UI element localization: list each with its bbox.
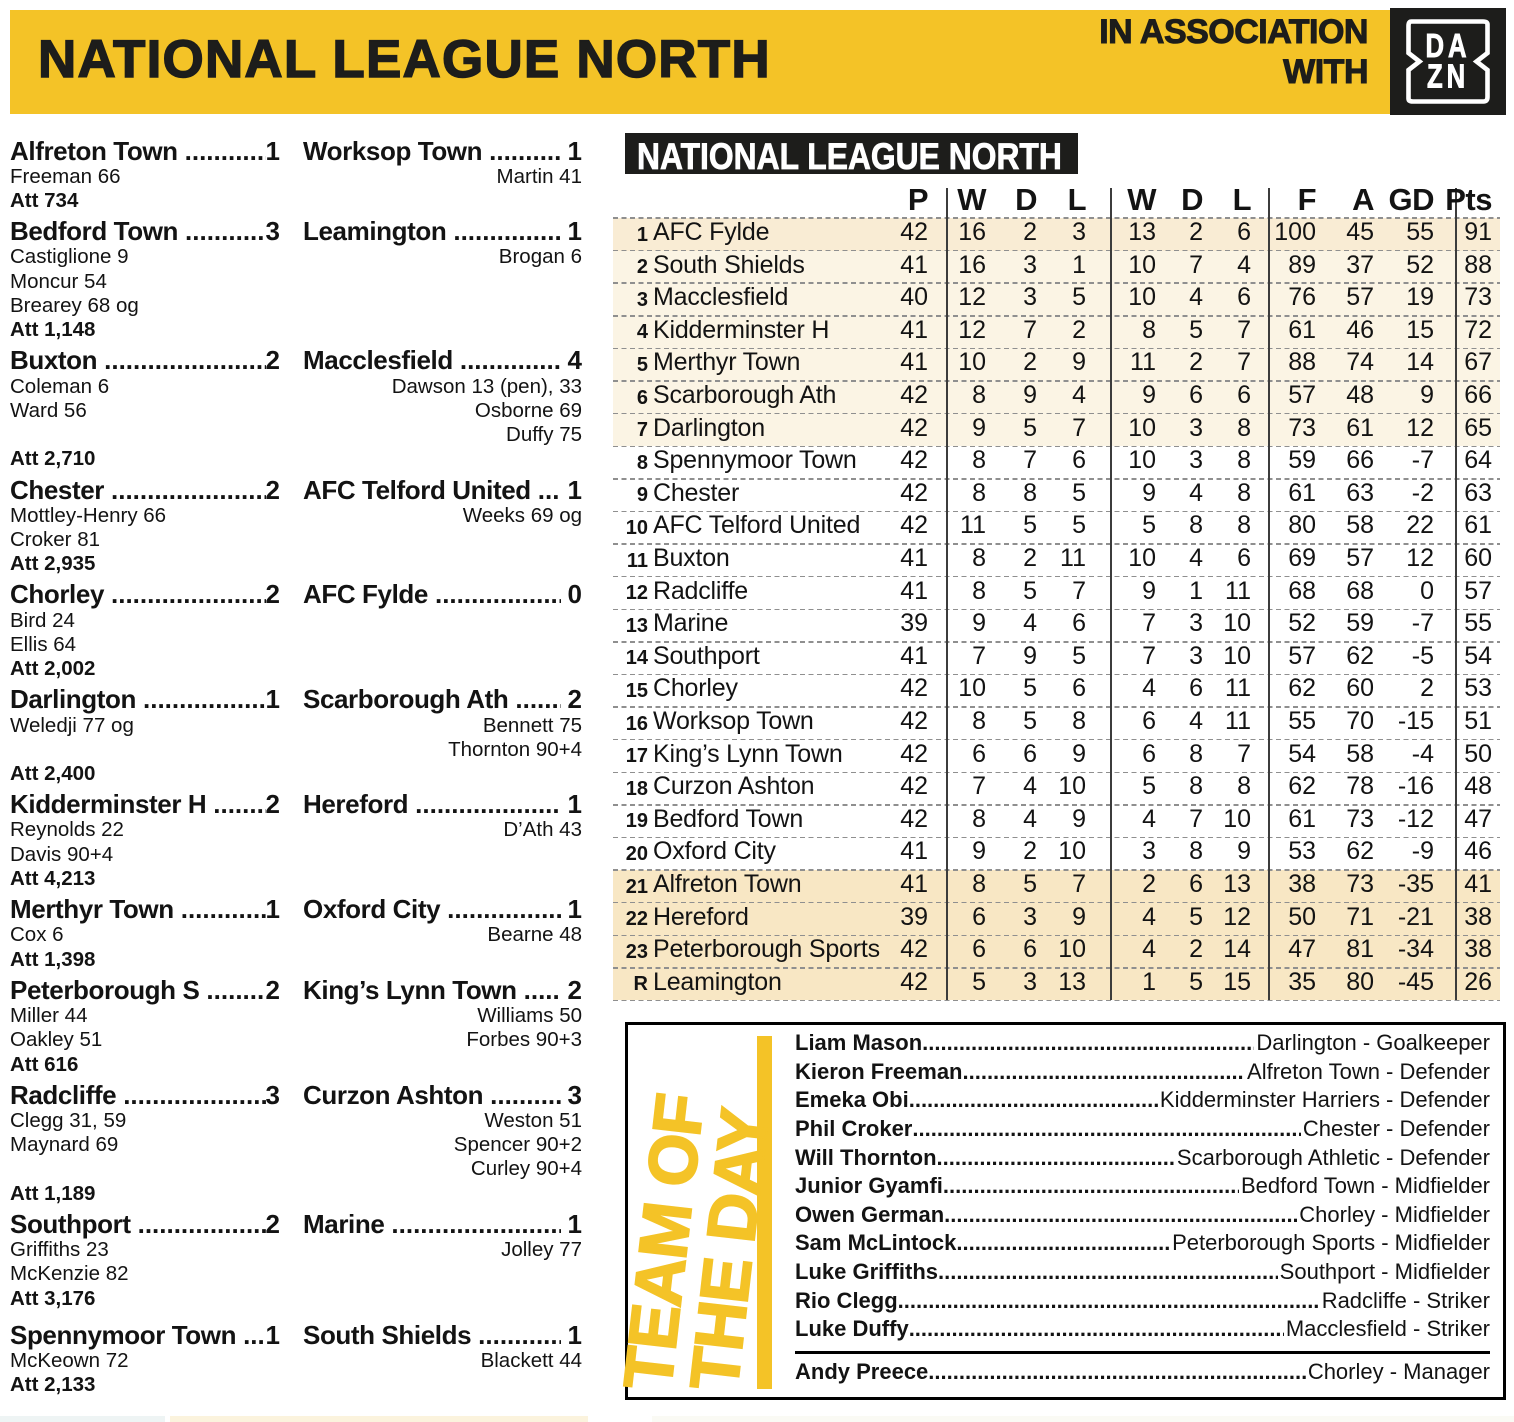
svg-text:DA: DA <box>1426 28 1471 65</box>
svg-text:ZN: ZN <box>1427 59 1469 96</box>
